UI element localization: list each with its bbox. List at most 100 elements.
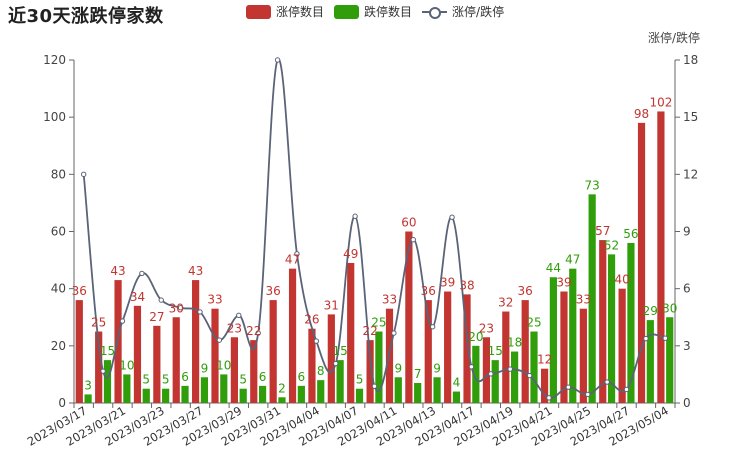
legend-item-limit-down[interactable]: 跌停数目 [334, 3, 412, 20]
legend: 涨停数目 跌停数目 涨停/跌停 [246, 3, 514, 20]
ratio-point [391, 330, 397, 336]
bar-limit-up [327, 314, 335, 403]
y-left-tick-label: 100 [43, 110, 66, 124]
data-label-limit-down: 6 [298, 370, 306, 384]
data-label-limit-down: 4 [453, 376, 461, 390]
data-label-limit-down: 47 [565, 253, 580, 267]
ratio-point [236, 312, 242, 319]
y-right-tick-label: 12 [683, 167, 698, 181]
data-label-limit-up: 39 [440, 276, 455, 290]
y-left-tick-label: 20 [51, 339, 66, 353]
bar-limit-down [142, 388, 150, 403]
bar-limit-down [297, 385, 305, 403]
data-label-limit-down: 5 [356, 373, 364, 387]
data-label-limit-up: 40 [614, 273, 629, 287]
data-label-limit-up: 39 [556, 276, 571, 290]
bar-limit-up [192, 280, 200, 403]
data-label-limit-up: 23 [479, 321, 494, 335]
bar-limit-down [511, 351, 519, 403]
bar-limit-up [347, 262, 355, 403]
data-label-limit-up: 26 [304, 313, 319, 327]
bar-limit-down [123, 374, 131, 403]
bar-limit-up [75, 300, 83, 403]
bar-limit-up [502, 311, 510, 403]
data-label-limit-down: 7 [414, 367, 422, 381]
ratio-point [177, 305, 184, 311]
data-label-limit-up: 43 [188, 264, 203, 278]
data-label-limit-down: 20 [468, 330, 483, 344]
legend-line-icon [422, 5, 448, 19]
legend-label-limit-down: 跌停数目 [364, 5, 413, 19]
data-label-limit-down: 15 [488, 344, 503, 358]
ratio-point [526, 372, 533, 379]
data-label-limit-down: 3 [84, 378, 92, 392]
data-label-limit-up: 33 [207, 293, 222, 307]
ratio-point [546, 395, 552, 401]
legend-item-limit-up[interactable]: 涨停数目 [246, 3, 324, 20]
bar-limit-down [433, 377, 441, 403]
ratio-point [80, 171, 87, 178]
data-label-limit-down: 29 [643, 304, 658, 318]
ratio-point [352, 213, 358, 219]
bar-limit-up [133, 305, 142, 403]
data-label-limit-down: 5 [239, 373, 247, 387]
bar-limit-up [230, 337, 238, 403]
bar-limit-up [153, 325, 161, 403]
data-label-limit-down: 5 [162, 373, 170, 387]
bar-limit-up [521, 300, 529, 403]
bar-limit-up [95, 331, 103, 403]
data-label-limit-down: 10 [119, 358, 134, 372]
legend-swatch-limit-up [246, 4, 271, 19]
data-label-limit-up: 31 [324, 298, 339, 312]
bar-limit-down [394, 377, 402, 403]
y-right-tick-label: 0 [683, 396, 691, 410]
data-label-limit-up: 12 [537, 353, 552, 367]
data-label-limit-down: 15 [100, 344, 115, 358]
bar-limit-down [588, 194, 596, 403]
bar-limit-up [250, 340, 258, 403]
ratio-point [139, 270, 145, 277]
data-label-limit-up: 32 [498, 296, 513, 310]
data-label-limit-up: 27 [149, 310, 164, 324]
data-label-limit-down: 25 [371, 316, 386, 330]
data-label-limit-down: 5 [142, 373, 150, 387]
bar-limit-down [355, 388, 364, 403]
y-left-tick-label: 80 [51, 167, 66, 181]
bar-limit-up [405, 231, 413, 403]
bar-limit-up [269, 300, 277, 403]
ratio-point [255, 330, 261, 336]
bar-limit-down [336, 360, 344, 403]
data-label-limit-up: 30 [169, 301, 184, 315]
legend-label-limit-up: 涨停数目 [276, 5, 325, 19]
bar-limit-down [220, 374, 228, 403]
ratio-point [410, 236, 416, 243]
y-left-tick-label: 60 [51, 225, 66, 239]
data-label-limit-up: 22 [246, 324, 261, 338]
data-label-limit-up: 36 [421, 284, 436, 298]
ratio-point [158, 297, 164, 303]
ratio-point [119, 318, 126, 324]
data-label-limit-down: 44 [546, 261, 561, 275]
legend-item-ratio[interactable]: 涨停/跌停 [422, 3, 504, 20]
bar-limit-down [162, 388, 170, 403]
data-label-limit-up: 25 [91, 316, 106, 330]
data-label-limit-up: 36 [72, 284, 87, 298]
right-axis-label: 涨停/跌停 [648, 30, 700, 45]
bar-limit-up [424, 300, 432, 403]
bar-limit-down [627, 242, 635, 403]
bar-limit-down [607, 254, 616, 403]
ratio-line [82, 58, 666, 399]
bar-limit-down [569, 268, 577, 403]
ratio-point [274, 57, 281, 63]
bar-limit-down [530, 331, 538, 403]
bar-limit-down [84, 394, 92, 403]
legend-swatch-limit-down [334, 4, 360, 19]
data-label-limit-up: 60 [401, 216, 416, 230]
bar-limit-up [618, 288, 626, 403]
data-label-limit-down: 18 [507, 336, 522, 350]
bar-limit-up [637, 122, 646, 403]
bar-limit-up [657, 111, 665, 403]
bar-limit-up [560, 291, 568, 403]
bar-limit-down [414, 382, 422, 403]
data-label-limit-down: 9 [433, 361, 441, 375]
